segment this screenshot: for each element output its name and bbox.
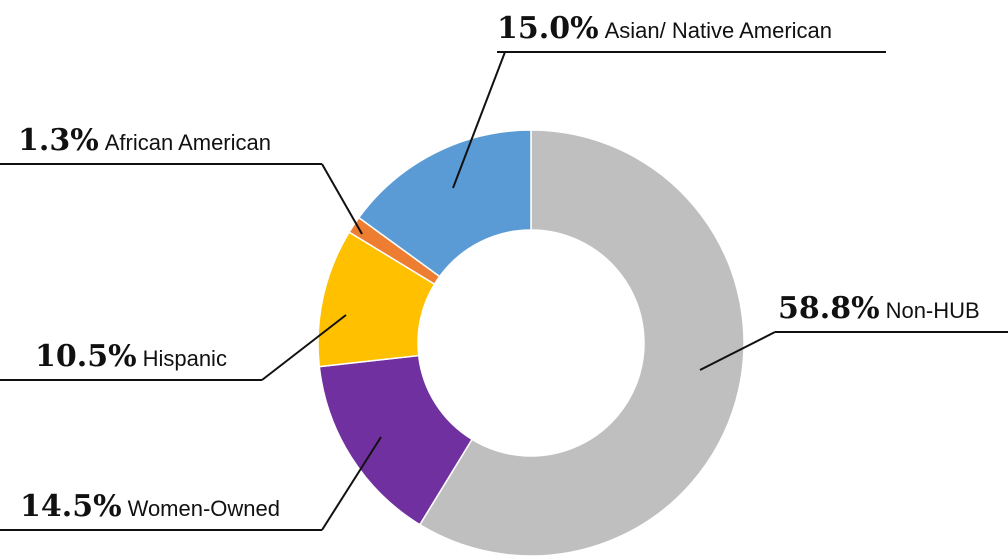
value-label: 58.8% [778, 291, 880, 326]
leader-line [699, 331, 776, 371]
value-label: 14.5% [20, 489, 122, 524]
leader-line [452, 51, 506, 189]
category-label: African American [105, 130, 271, 155]
category-label: Hispanic [143, 346, 227, 371]
category-label: Women-Owned [128, 496, 280, 521]
donut-segment [418, 129, 745, 556]
category-label: Non-HUB [886, 298, 980, 323]
leader-line [321, 436, 382, 531]
category-label: Asian/ Native American [605, 18, 832, 43]
value-label: 15.0% [497, 11, 599, 46]
leader-line [321, 163, 363, 235]
value-label: 1.3% [18, 123, 99, 158]
value-label: 10.5% [35, 339, 137, 374]
donut-segment [357, 129, 532, 278]
leader-line [261, 314, 347, 381]
